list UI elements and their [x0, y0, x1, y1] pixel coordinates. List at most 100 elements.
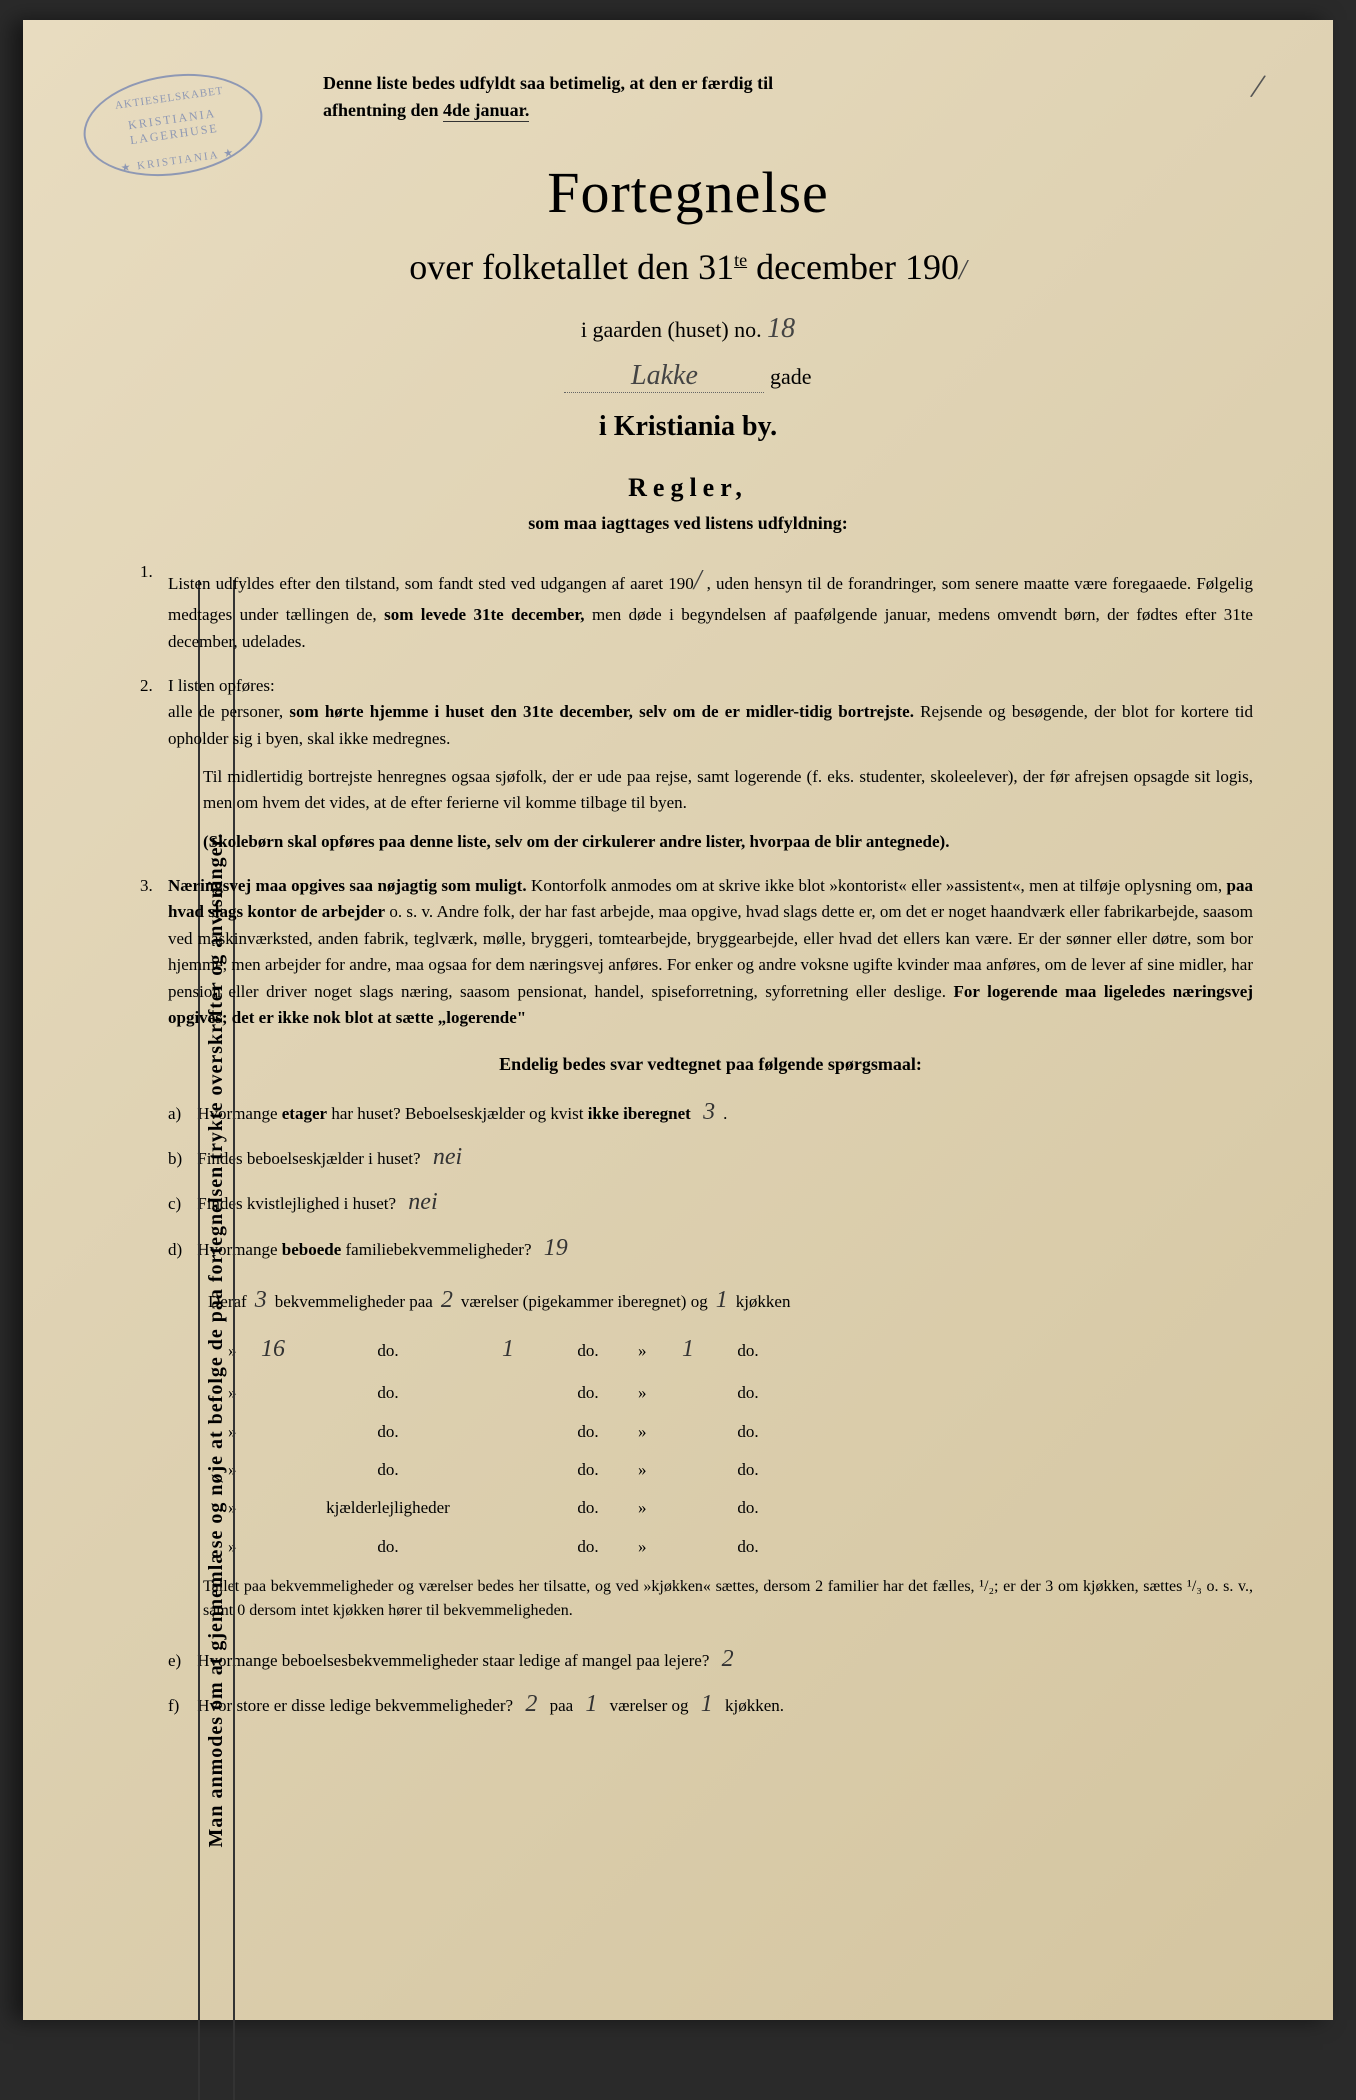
th-mid2: værelser (pigekammer iberegnet) og	[461, 1289, 708, 1315]
qe-label: e)	[168, 1648, 193, 1674]
row-c4: do.	[538, 1380, 638, 1406]
notice-line-2-prefix: afhentning den	[323, 100, 443, 120]
row-c2: kjælderlejligheder	[298, 1495, 478, 1521]
footnote: Tallet paa bekvemmeligheder og værelser …	[203, 1575, 1253, 1623]
street-suffix: gade	[764, 364, 811, 389]
rule-3-text-1: Kontorfolk anmodes om at skrive ikke blo…	[527, 876, 1227, 895]
qc-label: c)	[168, 1191, 193, 1217]
top-notice: Denne liste bedes udfyldt saa betimelig,…	[323, 70, 1253, 124]
qa-dot: .	[723, 1104, 727, 1123]
row-c7: do.	[718, 1338, 778, 1364]
house-prefix: i gaarden (huset) no.	[581, 317, 767, 342]
rule-2-intro: I listen opføres:	[168, 676, 275, 695]
rule-1-num: 1.	[140, 559, 153, 585]
notice-date: 4de januar.	[443, 100, 529, 122]
table-header-row: Deraf 3 bekvemmeligheder paa 2 værelser …	[208, 1282, 1253, 1319]
qc-answer: nei	[400, 1189, 445, 1215]
row-c2: do.	[298, 1419, 478, 1445]
subtitle: over folketallet den 31te december 190/	[123, 246, 1253, 288]
qf-text: Hvor store er disse ledige bekvemmelighe…	[197, 1696, 513, 1715]
table-row: »kjælderlejlighederdo.»do.	[228, 1495, 1253, 1521]
row-c4: do.	[538, 1419, 638, 1445]
row-c7: do.	[718, 1495, 778, 1521]
qd-label: d)	[168, 1237, 193, 1263]
qd-text-2: familiebekvemmeligheder?	[341, 1240, 531, 1259]
row-c1: 16	[248, 1331, 298, 1368]
question-b: b) Findes beboelseskjælder i huset? nei	[168, 1139, 1253, 1176]
rule-2-bold-2: (Skolebørn skal opføres paa denne liste,…	[203, 829, 1253, 855]
row-c7: do.	[718, 1534, 778, 1560]
table-rows: »16do.1do.»1do.»do.do.»do.»do.do.»do.»do…	[168, 1331, 1253, 1560]
th-suffix: kjøkken	[736, 1289, 791, 1315]
qf-hw2: 1	[577, 1691, 605, 1717]
rule-2-num: 2.	[140, 673, 153, 699]
row-c4: do.	[538, 1495, 638, 1521]
document-page: / AKTIESELSKABET KRISTIANIA LAGERHUSE ★ …	[23, 20, 1333, 2020]
question-a: a) Hvormange etager har huset? Beboelses…	[168, 1094, 1253, 1131]
table-row: »do.do.»do.	[228, 1457, 1253, 1483]
th-hw2: 2	[433, 1282, 461, 1319]
rule-2-text-1: alle de personer,	[168, 702, 289, 721]
rules-body: 1. Listen udfyldes efter den tilstand, s…	[168, 559, 1253, 1723]
row-c2: do.	[298, 1534, 478, 1560]
row-c4: do.	[538, 1534, 638, 1560]
qd-bold: beboede	[282, 1240, 342, 1259]
qb-answer: nei	[425, 1144, 470, 1170]
house-line: i gaarden (huset) no. 18	[123, 313, 1253, 345]
question-e: e) Hvormange beboelsesbekvemmeligheder s…	[168, 1641, 1253, 1678]
th-mid1: bekvemmeligheder paa	[275, 1289, 433, 1315]
row-c2: do.	[298, 1380, 478, 1406]
notice-line-1: Denne liste bedes udfyldt saa betimelig,…	[323, 73, 773, 93]
rule-2-para-2: Til midlertidig bortrejste henregnes ogs…	[203, 764, 1253, 817]
question-c: c) Findes kvistlejlighed i huset? nei	[168, 1184, 1253, 1221]
row-c4: do.	[538, 1457, 638, 1483]
question-f: f) Hvor store er disse ledige bekvemmeli…	[168, 1686, 1253, 1723]
qa-text-2: har huset? Beboelseskjælder og kvist	[327, 1104, 588, 1123]
qf-label: f)	[168, 1693, 193, 1719]
table-row: »do.do.»do.	[228, 1419, 1253, 1445]
qf-mid1: paa	[550, 1696, 578, 1715]
subtitle-prefix: over folketallet den 31	[409, 247, 734, 287]
subtitle-sup: te	[734, 250, 747, 270]
qe-answer: 2	[714, 1646, 742, 1672]
row-c4: do.	[538, 1338, 638, 1364]
question-d: d) Hvormange beboede familiebekvemmeligh…	[168, 1230, 1253, 1267]
row-c7: do.	[718, 1457, 778, 1483]
qf-suffix: kjøkken.	[725, 1696, 784, 1715]
qf-hw3: 1	[693, 1691, 721, 1717]
main-title: Fortegnelse	[123, 159, 1253, 226]
qa-label: a)	[168, 1101, 193, 1127]
qf-hw1: 2	[517, 1691, 545, 1717]
qb-label: b)	[168, 1146, 193, 1172]
rule-3-num: 3.	[140, 873, 153, 899]
rule-2: 2. I listen opføres: alle de personer, s…	[168, 673, 1253, 855]
accommodation-table: Deraf 3 bekvemmeligheder paa 2 værelser …	[168, 1282, 1253, 1560]
row-c2: do.	[298, 1338, 478, 1364]
rule-1-text-1: Listen udfyldes efter den tilstand, som …	[168, 574, 694, 593]
city-line: i Kristiania by.	[123, 411, 1253, 443]
qe-text: Hvormange beboelsesbekvemmeligheder staa…	[197, 1651, 709, 1670]
table-row: »do.do.»do.	[228, 1534, 1253, 1560]
questions-title: Endelig bedes svar vedtegnet paa følgend…	[168, 1051, 1253, 1079]
qa-answer: 3	[695, 1099, 723, 1125]
subtitle-year-hw: /	[959, 255, 967, 286]
th-hw3: 1	[708, 1282, 736, 1319]
subtitle-suffix: december 190	[747, 247, 959, 287]
rule-3: 3. Næringsvej maa opgives saa nøjagtig s…	[168, 873, 1253, 1031]
rule-2-bold-1: som hørte hjemme i huset den 31te decemb…	[289, 702, 914, 721]
rules-subtitle: som maa iagttages ved listens udfyldning…	[123, 513, 1253, 534]
row-c7: do.	[718, 1380, 778, 1406]
house-number-hw: 18	[767, 313, 795, 344]
row-c7: do.	[718, 1419, 778, 1445]
qd-answer: 19	[536, 1235, 576, 1261]
rule-1-bold: som levede 31te december,	[384, 605, 584, 624]
row-c6: 1	[658, 1331, 718, 1368]
rule-1: 1. Listen udfyldes efter den tilstand, s…	[168, 559, 1253, 655]
th-hw1: 3	[247, 1282, 275, 1319]
table-row: »do.do.»do.	[228, 1380, 1253, 1406]
rule-3-bold-1: Næringsvej maa opgives saa nøjagtig som …	[168, 876, 527, 895]
qa-bold: etager	[282, 1104, 327, 1123]
street-name-hw: Lakke	[564, 360, 764, 393]
street-line: Lakke gade	[123, 360, 1253, 393]
table-row: »16do.1do.»1do.	[228, 1331, 1253, 1368]
